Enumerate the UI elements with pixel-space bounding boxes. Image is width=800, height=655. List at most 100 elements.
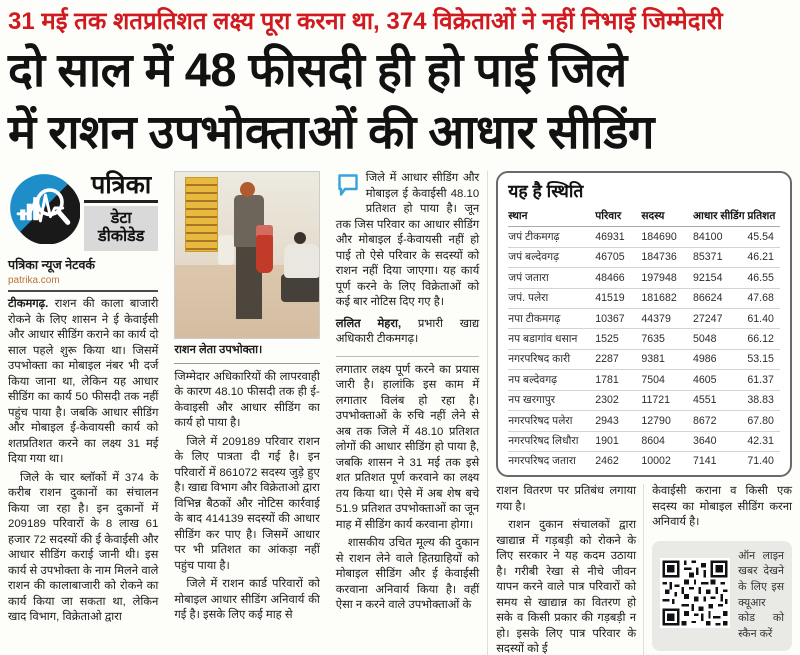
table-cell: 86624	[693, 288, 748, 310]
photo-caption: राशन लेता उपभोक्ता।	[174, 339, 320, 364]
table-cell: 4986	[693, 349, 748, 371]
table-header: आधार सीडिंग	[693, 207, 748, 228]
table-cell: 42.31	[747, 431, 780, 452]
stats-table-body: जपं टीकमगढ़ 46931 184690 84100 45.54 जपं बल्द…	[508, 226, 780, 471]
kicker-headline: 31 मई तक शतप्रतिशत लक्ष्य पूरा करना था, …	[8, 8, 723, 35]
table-cell: 53.15	[747, 349, 780, 371]
table-cell: 1901	[595, 431, 642, 452]
column-4: राशन वितरण पर प्रतिबंध लगाया गया है। राश…	[496, 484, 645, 655]
table-cell: 71.40	[747, 455, 774, 468]
table-cell: 66.12	[747, 328, 780, 350]
table-cell: 197948	[641, 267, 693, 289]
paragraph: राशन दुकान संचालकों द्वारा खाद्यान्न में…	[496, 519, 637, 655]
table-cell: जपं जतारा	[508, 267, 596, 289]
table-cell: 10367	[595, 308, 642, 330]
quote-text: जिले में आधार सीडिंग और मोबाइल ई केवाईसी…	[335, 172, 480, 309]
table-cell: 10002	[641, 455, 671, 468]
paragraph: केवाईसी कराना व किसी एक सदस्य का मोबाइल …	[652, 485, 792, 529]
table-cell: 5048	[693, 328, 748, 350]
table-row: नगरपरिषद लिधौरा 1901 8604 3640 42.31	[508, 431, 780, 452]
paragraph: जिम्मेदार अधिकारियों की लापरवाही के कारण…	[174, 370, 320, 430]
table-cell: 48466	[595, 267, 642, 289]
photo-sack	[218, 235, 235, 266]
table-cell: 38.83	[747, 390, 780, 412]
table-cell: 46705	[595, 247, 642, 269]
paragraph: जिले में 209189 परिवार राशन के लिए पात्र…	[174, 435, 320, 572]
table-header: सदस्य	[641, 207, 693, 228]
table-cell: 11721	[641, 390, 693, 412]
table-cell: 2287	[595, 349, 642, 371]
table-row: जपं टीकमगढ़ 46931 184690 84100 45.54	[508, 226, 780, 248]
stats-card: यह है स्थिति स्थान परिवार सदस्य आधार सीड…	[496, 171, 792, 478]
data-decoded-badge: डेटा डीकोडेड	[84, 206, 159, 251]
pulse-chart-magnifier-icon	[8, 172, 81, 250]
table-cell: 46.55	[747, 267, 780, 289]
table-cell: 9381	[641, 349, 693, 371]
masthead-title: पत्रिका	[84, 171, 159, 203]
paragraph: लगातार लक्ष्य पूर्ण करने का प्रयास जारी …	[335, 363, 480, 531]
main-headline-line2: में राशन उपभोक्ताओं की आधार सीडिंग	[8, 105, 655, 159]
table-cell: 3640	[693, 431, 748, 452]
table-header: स्थान	[508, 207, 596, 228]
table-cell: 12790	[641, 410, 693, 432]
official-quote-box: जिले में आधार सीडिंग और मोबाइल ई केवाईसी…	[335, 171, 480, 357]
column-2: राशन लेता उपभोक्ता। जिम्मेदार अधिकारियों…	[166, 171, 327, 655]
table-cell: नगरपरिषद पलेरा	[508, 410, 596, 432]
table-cell: 61.37	[747, 369, 780, 391]
table-cell: 184736	[641, 247, 693, 269]
table-cell: 2462	[595, 455, 619, 468]
table-cell: 41519	[595, 288, 642, 310]
table-cell: 2302	[595, 390, 642, 412]
table-cell: नप खरगापुर	[508, 390, 596, 412]
table-cell: 85371	[693, 247, 748, 269]
table-cell: 181682	[641, 288, 693, 310]
table-cell: 8672	[693, 410, 748, 432]
table-cell: 1525	[595, 328, 642, 350]
table-cell: 61.40	[747, 308, 780, 330]
qr-scan-label: ऑन लाइन खबर देखने के लिए इस क्यूआर कोड क…	[738, 549, 784, 641]
table-cell: नप बल्देवगढ़	[508, 369, 596, 391]
table-cell: नपा टीकमगढ़	[508, 308, 596, 330]
photo-illustration	[174, 171, 320, 340]
main-headline-line1: दो साल में 48 फीसदी ही हो पाई जिले	[8, 43, 627, 97]
stats-table: स्थान परिवार सदस्य आधार सीडिंग प्रतिशत ज…	[508, 207, 780, 471]
table-row: जपं बल्देवगढ़ 46705 184736 85371 46.21	[508, 247, 780, 269]
table-cell: 7141	[693, 455, 717, 468]
quote-attribution: ललित मेहरा, प्रभारी खाद्य अधिकारी टीकमगढ…	[335, 317, 480, 357]
table-row: नप खरगापुर 2302 11721 4551 38.83	[508, 390, 780, 412]
quote-author-title: प्रभारी खाद्य अधिकारी टीकमगढ़।	[335, 317, 480, 346]
table-cell: नगरपरिषद जतारा	[508, 455, 576, 468]
table-cell: 7635	[641, 328, 693, 350]
table-cell: 84100	[693, 226, 748, 248]
table-cell: 8604	[641, 431, 693, 452]
photo-red-bag	[255, 225, 273, 274]
table-cell: 47.68	[747, 288, 780, 310]
table-header-row: स्थान परिवार सदस्य आधार सीडिंग प्रतिशत	[508, 207, 780, 228]
divider	[8, 290, 159, 293]
column-5: केवाईसी कराना व किसी एक सदस्य का मोबाइल …	[644, 484, 792, 655]
qr-promo-box: ऑन लाइन खबर देखने के लिए इस क्यूआर कोड क…	[652, 540, 792, 651]
table-cell: जपं. पलेरा	[508, 288, 596, 310]
paragraph: राशन वितरण पर प्रतिबंध लगाया गया है।	[496, 485, 637, 513]
table-cell: जपं टीकमगढ़	[508, 226, 596, 248]
table-header: प्रतिशत	[747, 207, 780, 228]
paragraph: शासकीय उचित मूल्य की दुकान से राशन लेने …	[335, 537, 480, 612]
paragraph: जिले के चार ब्लॉकों में 374 के करीब राशन…	[8, 471, 159, 624]
dateline: टीकमगढ़.	[8, 298, 49, 311]
byline-website: patrika.com	[8, 274, 60, 286]
table-row: नपा टीकमगढ़ 10367 44379 27247 61.40	[508, 308, 780, 330]
column-3: जिले में आधार सीडिंग और मोबाइल ई केवाईसी…	[328, 171, 489, 655]
table-cell: नप बडागांव धसान	[508, 328, 596, 350]
table-cell: 67.80	[747, 410, 780, 432]
right-section: यह है स्थिति स्थान परिवार सदस्य आधार सीड…	[488, 171, 792, 655]
qr-code	[660, 558, 731, 634]
article-body: पत्रिका डेटा डीकोडेड पत्रिका न्यूज नेटवर…	[0, 169, 800, 655]
table-cell: 44379	[641, 308, 693, 330]
table-row: नगरपरिषद कारी 2287 9381 4986 53.15	[508, 349, 780, 371]
speech-bubble-icon	[336, 173, 360, 203]
paragraph: टीकमगढ़. राशन की काला बाजारी रोकने के लि…	[8, 298, 159, 466]
main-headline: दो साल में 48 फीसदी ही हो पाई जिले में र…	[0, 37, 800, 169]
table-cell: नगरपरिषद लिधौरा	[508, 431, 596, 452]
table-cell: 46931	[595, 226, 642, 248]
